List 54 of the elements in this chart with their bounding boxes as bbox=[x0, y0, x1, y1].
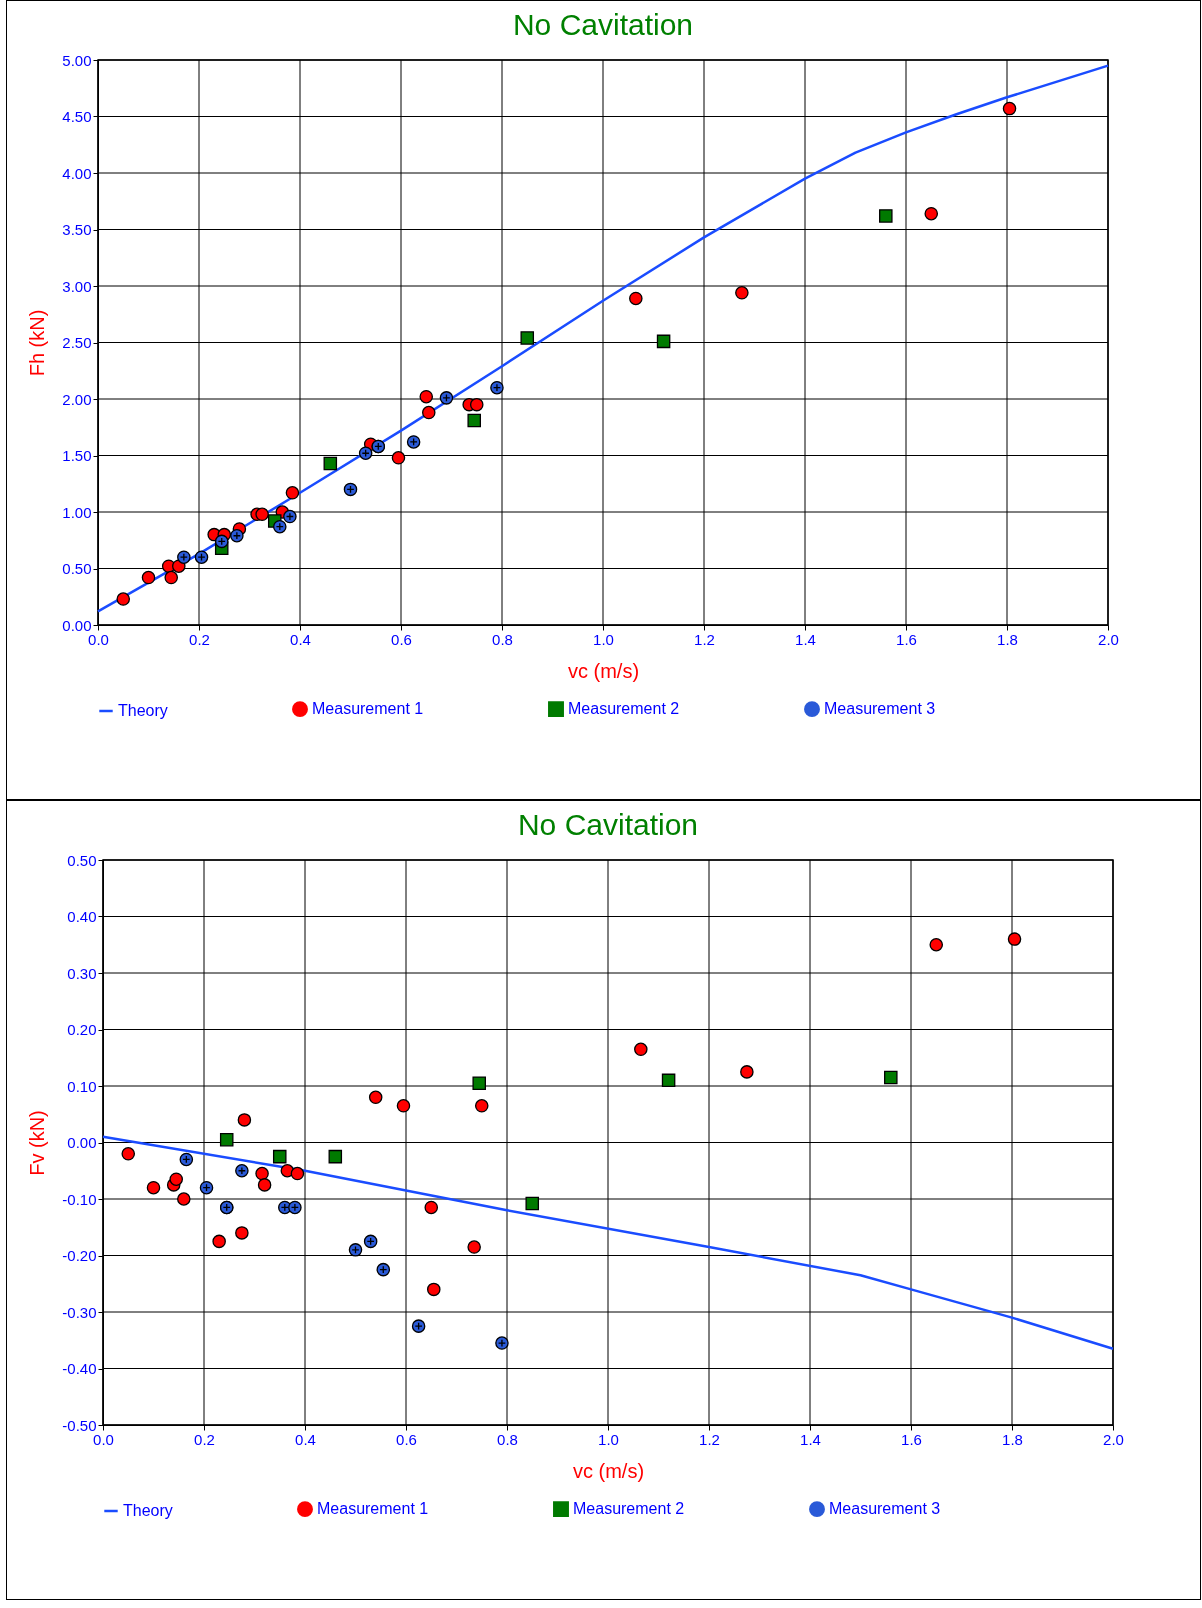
x-tick-label: 1.0 bbox=[593, 630, 614, 648]
x-tick-label: 1.6 bbox=[901, 1430, 922, 1448]
legend-label: Measurement 3 bbox=[824, 700, 936, 718]
y-tick-label: 0.50 bbox=[67, 851, 97, 869]
y-tick-label: 0.10 bbox=[67, 1077, 97, 1095]
x-tick-label: 1.2 bbox=[694, 630, 715, 648]
x-tick-label: 1.4 bbox=[795, 630, 816, 648]
y-tick-label: 0.20 bbox=[67, 1021, 97, 1038]
x-tick-label: 1.4 bbox=[800, 1430, 821, 1448]
x-tick-label: 1.6 bbox=[896, 630, 917, 648]
x-tick-label: 2.0 bbox=[1098, 630, 1119, 648]
y-tick-label: -0.40 bbox=[62, 1360, 97, 1377]
x-tick-label: 0.2 bbox=[189, 630, 210, 648]
x-tick-label: 1.8 bbox=[1002, 1430, 1023, 1448]
y-tick-label: 1.00 bbox=[62, 503, 92, 521]
x-tick-label: 1.8 bbox=[997, 630, 1018, 648]
y-tick-label: 3.50 bbox=[62, 221, 92, 238]
y-tick-label: 0.40 bbox=[67, 908, 97, 925]
x-axis-title: vc (m/s) bbox=[572, 1459, 645, 1482]
x-tick-label: 0.4 bbox=[295, 1430, 316, 1448]
legend-label: Measurement 1 bbox=[317, 1500, 429, 1518]
y-tick-label: 0.30 bbox=[67, 964, 97, 982]
x-tick-label: 1.2 bbox=[699, 1430, 720, 1448]
y-tick-label: 0.50 bbox=[62, 560, 92, 577]
x-tick-label: 1.0 bbox=[598, 1430, 619, 1448]
y-tick-label: 2.00 bbox=[62, 390, 92, 408]
y-tick-label: -0.30 bbox=[62, 1303, 97, 1321]
y-axis-title: Fh (kN) bbox=[26, 309, 49, 377]
x-tick-label: 0.8 bbox=[497, 1430, 518, 1448]
x-tick-label: 2.0 bbox=[1103, 1430, 1124, 1448]
y-axis-title: Fv (kN) bbox=[26, 1110, 49, 1176]
y-tick-label: 4.00 bbox=[62, 164, 92, 182]
x-tick-label: 0.6 bbox=[391, 630, 412, 648]
y-tick-label: -0.10 bbox=[62, 1190, 97, 1208]
y-tick-label: -0.20 bbox=[62, 1247, 97, 1264]
y-tick-label: 3.00 bbox=[62, 277, 92, 295]
y-tick-label: 1.50 bbox=[62, 447, 92, 464]
legend-label: Measurement 2 bbox=[568, 700, 680, 718]
x-tick-label: 0.2 bbox=[194, 1430, 215, 1448]
y-tick-label: 2.50 bbox=[62, 334, 92, 351]
x-tick-label: 0.4 bbox=[290, 630, 311, 648]
y-tick-label: 5.00 bbox=[62, 51, 92, 69]
y-tick-label: 4.50 bbox=[62, 108, 92, 125]
legend-label: Theory bbox=[123, 1502, 173, 1519]
x-tick-label: 0.6 bbox=[396, 1430, 417, 1448]
x-axis-title: vc (m/s) bbox=[567, 659, 640, 682]
chart-title: No Cavitation bbox=[517, 808, 699, 841]
y-tick-label: 0.00 bbox=[67, 1134, 97, 1151]
legend-label: Measurement 2 bbox=[573, 1500, 685, 1518]
legend-label: Measurement 1 bbox=[312, 700, 424, 718]
legend-label: Measurement 3 bbox=[829, 1500, 941, 1518]
chart-title: No Cavitation bbox=[512, 8, 694, 41]
legend-label: Theory bbox=[118, 702, 168, 719]
x-tick-label: 0.8 bbox=[492, 630, 513, 648]
